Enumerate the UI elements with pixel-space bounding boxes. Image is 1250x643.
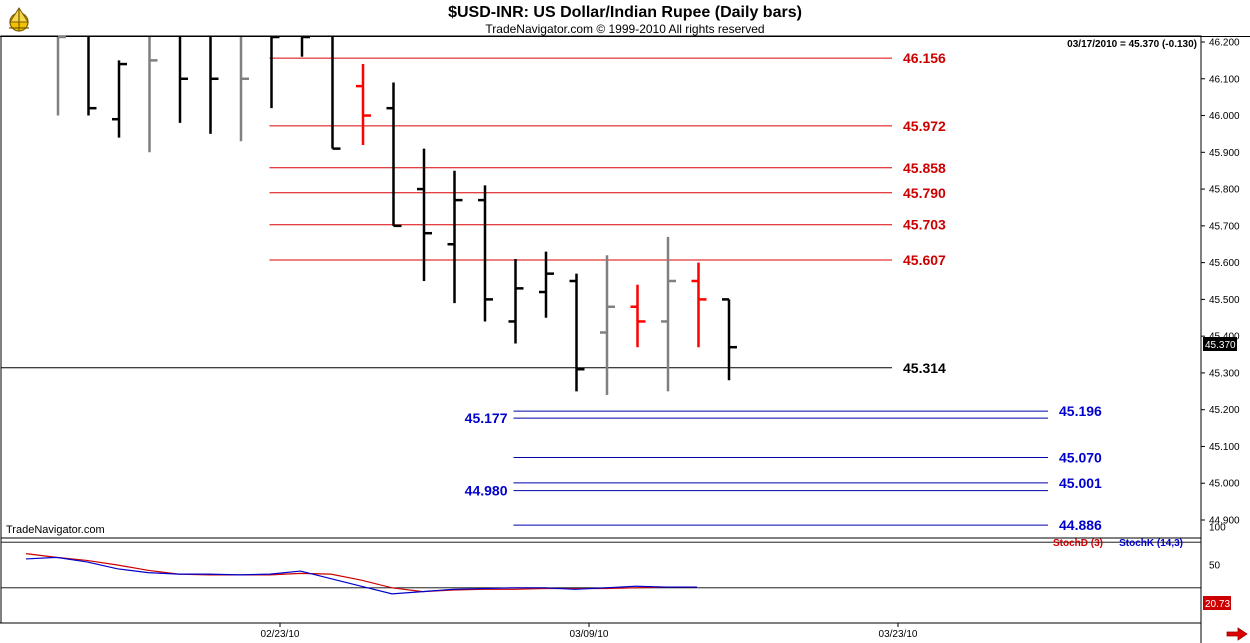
- price-tick-label: 46.100: [1209, 74, 1240, 85]
- time-tick-label: 02/23/10: [261, 629, 300, 640]
- price-tick-label: 44.900: [1209, 516, 1240, 527]
- level-label: 44.886: [1059, 517, 1102, 533]
- level-label: 46.156: [903, 50, 946, 66]
- level-label: 44.980: [465, 483, 508, 499]
- level-label: 45.972: [903, 118, 946, 134]
- last-price-tag-box: [1203, 337, 1237, 351]
- last-price-tag-text: 45.370: [1205, 340, 1236, 351]
- oscillator-panel-frame: [0, 537, 1202, 624]
- level-label: 45.314: [903, 360, 946, 376]
- sextant-logo-icon: [9, 7, 29, 32]
- price-tick-label: 45.000: [1209, 479, 1240, 490]
- watermark: TradeNavigator.com: [6, 524, 105, 536]
- oscillator-tick-label: 100: [1209, 523, 1226, 534]
- level-label: 45.070: [1059, 450, 1102, 466]
- price-tick-label: 45.600: [1209, 258, 1240, 269]
- oscillator-value-tag: 20.73: [1203, 596, 1231, 610]
- price-bars: [56, 35, 737, 395]
- time-tick-label: 03/23/10: [879, 629, 918, 640]
- oscillator-value-tag-text: 20.73: [1205, 599, 1230, 610]
- level-label: 45.858: [903, 160, 946, 176]
- time-axis: 02/23/10 03/09/10 03/23/10: [261, 623, 918, 640]
- time-tick-label: 03/09/10: [570, 629, 609, 640]
- price-tick-label: 45.500: [1209, 295, 1240, 306]
- forward-arrow-icon[interactable]: [1226, 627, 1248, 641]
- price-tick-label: 45.800: [1209, 185, 1240, 196]
- price-tick-label: 45.200: [1209, 405, 1240, 416]
- chart-subtitle: TradeNavigator.com © 1999-2010 All right…: [485, 22, 765, 36]
- oscillator-tick-label: 50: [1209, 561, 1221, 572]
- legend-stochd: StochD (3): [1053, 538, 1103, 549]
- price-tick-label: 45.900: [1209, 148, 1240, 159]
- chart-title: $USD-INR: US Dollar/Indian Rupee (Daily …: [448, 4, 802, 21]
- level-label: 45.177: [465, 410, 508, 426]
- price-tick-label: 45.300: [1209, 368, 1240, 379]
- price-axis: 46.200 46.100 46.000 45.900 45.800 45.700 45.6…: [1201, 38, 1240, 527]
- stochastic-panel: 100500StochD (3)StochK (14,3): [1, 523, 1226, 610]
- price-tick-label: 46.200: [1209, 38, 1240, 49]
- chart-header: $USD-INR: US Dollar/Indian Rupee (Daily …: [0, 0, 1250, 37]
- stochastic-line: [25, 556, 697, 595]
- level-label: 45.703: [903, 217, 946, 233]
- price-tick-label: 45.700: [1209, 221, 1240, 232]
- level-label: 45.001: [1059, 475, 1102, 491]
- level-label: 45.196: [1059, 403, 1102, 419]
- level-label: 45.607: [903, 252, 946, 268]
- level-label: 45.790: [903, 185, 946, 201]
- legend-stochk: StochK (14,3): [1119, 538, 1183, 549]
- level-lines: 46.156 45.972 45.858 45.790 45.703 45.607 45.3…: [1, 50, 1102, 533]
- last-price-tag: 45.370: [1203, 337, 1237, 351]
- price-tick-label: 46.000: [1209, 111, 1240, 122]
- oscillator-value-tag-box: [1203, 596, 1231, 610]
- price-tick-label: 45.100: [1209, 442, 1240, 453]
- last-value-readout: 03/17/2010 = 45.370 (-0.130): [1067, 39, 1197, 50]
